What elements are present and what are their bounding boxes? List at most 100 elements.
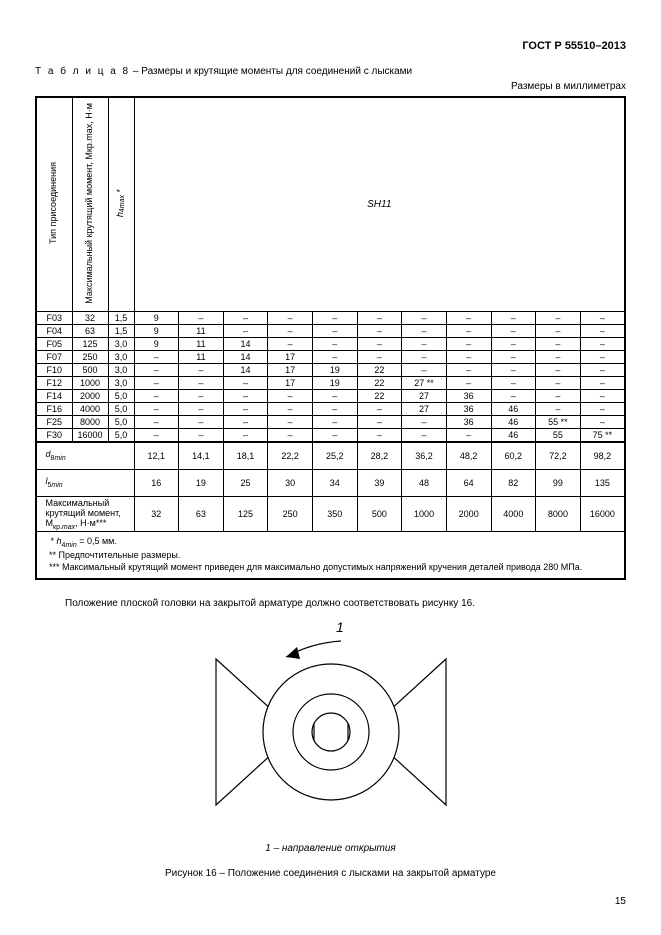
table-cell: – <box>446 363 491 376</box>
table-cell: – <box>402 324 447 337</box>
table-cell: – <box>223 428 268 441</box>
aux-cell: 48,2 <box>446 442 491 469</box>
table-cell: 27 <box>402 402 447 415</box>
header-col2: Максимальный крутящий момент, Mкр.max, Н… <box>85 99 95 308</box>
table-cell: 22 <box>357 376 402 389</box>
table-cell: – <box>580 402 625 415</box>
aux-cell: 135 <box>580 469 625 496</box>
table-cell: 5,0 <box>108 389 134 402</box>
table-cell: – <box>134 363 179 376</box>
table-cell: – <box>491 337 536 350</box>
aux-row-label: d8min <box>36 442 134 469</box>
table-cell: – <box>491 311 536 324</box>
aux-row-label: Максимальный крутящий момент, Mкр.max, Н… <box>36 496 134 532</box>
table-cell: 1000 <box>72 376 108 389</box>
table-cell: 8000 <box>72 415 108 428</box>
table-cell: – <box>223 415 268 428</box>
table-cell: F12 <box>36 376 72 389</box>
table-cell: – <box>357 350 402 363</box>
table-cell: 27 ** <box>402 376 447 389</box>
header-sh11: SH11 <box>367 199 391 210</box>
table-cell: 19 <box>313 376 358 389</box>
table-cell: F04 <box>36 324 72 337</box>
table-cell: 46 <box>491 402 536 415</box>
aux-cell: 28,2 <box>357 442 402 469</box>
table-cell: – <box>268 337 313 350</box>
table-cell: – <box>491 376 536 389</box>
aux-cell: 22,2 <box>268 442 313 469</box>
table-cell: 3,0 <box>108 363 134 376</box>
table-cell: F14 <box>36 389 72 402</box>
table-row: F1210003,0–––17192227 **–––– <box>36 376 625 389</box>
table-cell: – <box>357 415 402 428</box>
table-cell: – <box>134 389 179 402</box>
aux-row: d8min12,114,118,122,225,228,236,248,260,… <box>36 442 625 469</box>
table-cell: 55 <box>536 428 581 441</box>
table-cell: – <box>223 376 268 389</box>
table-cell: F16 <box>36 402 72 415</box>
table-cell: 9 <box>134 311 179 324</box>
aux-cell: 4000 <box>491 496 536 532</box>
table-cell: – <box>580 376 625 389</box>
table-cell: 27 <box>402 389 447 402</box>
table-cell: – <box>402 415 447 428</box>
table-cell: 19 <box>313 363 358 376</box>
aux-cell: 48 <box>402 469 447 496</box>
aux-row: Максимальный крутящий момент, Mкр.max, Н… <box>36 496 625 532</box>
table-cell: – <box>580 363 625 376</box>
table-cell: 3,0 <box>108 376 134 389</box>
aux-cell: 14,1 <box>179 442 224 469</box>
table-cell: – <box>580 311 625 324</box>
table-row: F30160005,0––––––––465575 ** <box>36 428 625 441</box>
aux-cell: 99 <box>536 469 581 496</box>
table-cell: – <box>536 324 581 337</box>
aux-cell: 39 <box>357 469 402 496</box>
table-cell: 9 <box>134 324 179 337</box>
table-cell: – <box>268 311 313 324</box>
aux-table: d8min12,114,118,122,225,228,236,248,260,… <box>35 442 626 580</box>
table-cell: – <box>402 428 447 441</box>
aux-cell: 350 <box>313 496 358 532</box>
table-cell: 1,5 <box>108 311 134 324</box>
table-cell: – <box>223 311 268 324</box>
units-label: Размеры в миллиметрах <box>35 81 626 92</box>
table-cell: 32 <box>72 311 108 324</box>
aux-cell: 2000 <box>446 496 491 532</box>
table-cell: 55 ** <box>536 415 581 428</box>
table-cell: – <box>179 415 224 428</box>
table-cell: – <box>223 389 268 402</box>
figure-caption-1: 1 – направление открытия <box>35 843 626 854</box>
table-cell: – <box>179 402 224 415</box>
table-cell: 5,0 <box>108 415 134 428</box>
table-cell: – <box>402 337 447 350</box>
table-row: F2580005,0–––––––364655 **– <box>36 415 625 428</box>
table-cell: 14 <box>223 363 268 376</box>
aux-cell: 64 <box>446 469 491 496</box>
table-cell: 22 <box>357 389 402 402</box>
aux-cell: 25,2 <box>313 442 358 469</box>
aux-cell: 18,1 <box>223 442 268 469</box>
table-row: F1420005,0–––––222736––– <box>36 389 625 402</box>
table-cell: – <box>536 337 581 350</box>
data-table: Тип присоединения Максимальный крутящий … <box>35 96 626 442</box>
table-cell: – <box>536 389 581 402</box>
document-id: ГОСТ Р 55510–2013 <box>35 40 626 52</box>
figure-16: 1 <box>176 617 486 837</box>
table-cell: – <box>179 311 224 324</box>
table-cell: – <box>313 311 358 324</box>
aux-cell: 32 <box>134 496 179 532</box>
table-cell: 3,0 <box>108 337 134 350</box>
aux-row: l5min16192530343948648299135 <box>36 469 625 496</box>
table-cell: – <box>491 324 536 337</box>
table-cell: – <box>313 324 358 337</box>
body-text: Положение плоской головки на закрытой ар… <box>65 598 626 609</box>
table-row: F04631,5911––––––––– <box>36 324 625 337</box>
aux-cell: 72,2 <box>536 442 581 469</box>
table-cell: 17 <box>268 350 313 363</box>
table-cell: – <box>179 363 224 376</box>
table-cell: – <box>580 389 625 402</box>
table-cell: 11 <box>179 350 224 363</box>
table-cell: 1,5 <box>108 324 134 337</box>
table-cell: – <box>313 389 358 402</box>
table-cell: 22 <box>357 363 402 376</box>
